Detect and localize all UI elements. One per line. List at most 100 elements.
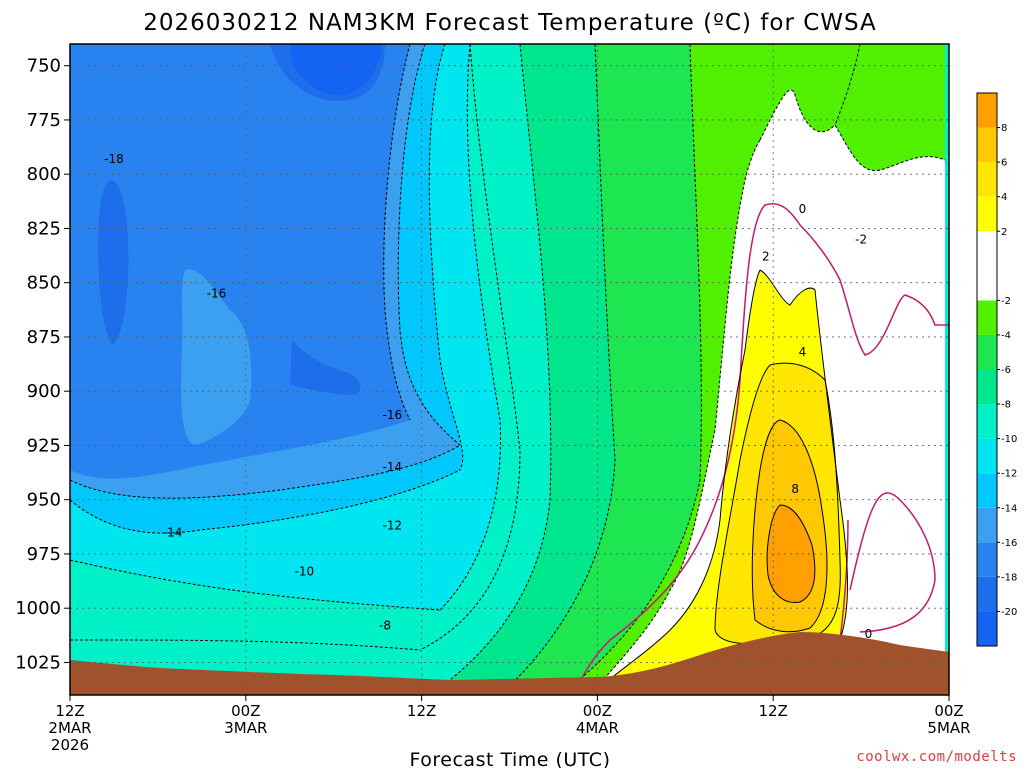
contour-2 <box>589 269 761 695</box>
colorbar-band-3 <box>977 507 997 543</box>
field-band-minus-16-island <box>181 269 252 445</box>
plot-frame <box>69 43 950 696</box>
y-tick-label-8: 950 <box>27 490 61 511</box>
colorbar-band-14 <box>977 93 997 128</box>
y-axis-ticks: 750 775 800 825 850 875 900 925 950 975 1000 1025 <box>15 56 70 673</box>
y-tick-label-6: 900 <box>27 381 61 402</box>
field-band-minus-4-upper-right <box>835 44 945 171</box>
field-band-minus-22-core <box>290 44 382 96</box>
field-band-minus-20-west-blob <box>98 180 129 345</box>
contour-label-12: 8 <box>791 482 799 496</box>
colorbar-band-13 <box>977 127 997 163</box>
y-tick-label-9: 975 <box>27 544 61 565</box>
contour-label-2: -16 <box>382 408 402 422</box>
y-tick-label-0: 750 <box>27 56 61 77</box>
colorbar-label-0: 8 <box>1001 123 1007 134</box>
y-tick-label-11: 1025 <box>15 652 61 673</box>
contour-minus-2-west <box>589 139 761 695</box>
x-tick-label-2-line1: 12Z <box>407 702 436 720</box>
contour-label-4: -14 <box>163 525 183 539</box>
field-band-minus-20-column <box>290 340 361 395</box>
colorbar-band-9 <box>977 300 997 335</box>
colorbar: 8 6 4 2 -2 -4 -6 -8 -10 -12 -14 -16 -18 -20 <box>976 92 1017 647</box>
contour-label-9: -2 <box>855 232 867 246</box>
contour-label-3: -14 <box>382 460 402 474</box>
colorbar-band-1 <box>977 576 997 612</box>
colorbar-band-8 <box>977 334 997 370</box>
contour-minus-8 <box>429 44 552 695</box>
contour-labels: -18 -16 -16 -14 -14 -12 -10 -8 0 -2 2 4 8 0 <box>104 152 872 641</box>
x-tick-label-0-line1: 12Z <box>55 702 84 720</box>
contour-minus-6 <box>499 44 616 695</box>
colorbar-band-10 <box>977 231 997 301</box>
contour-minus-12 <box>70 559 441 611</box>
colorbar-band-6 <box>977 404 997 439</box>
contour-minus-2 <box>834 44 946 172</box>
contour-label-0: -18 <box>104 152 124 166</box>
y-tick-label-10: 1000 <box>15 598 61 619</box>
colorbar-band-12 <box>977 162 997 197</box>
y-tick-label-1: 775 <box>27 110 61 131</box>
x-tick-label-5-line1: 00Z <box>934 702 963 720</box>
colorbar-label-4: -2 <box>1001 296 1011 307</box>
credit-text: coolwx.com/modelts <box>856 749 1017 765</box>
y-tick-label-5: 875 <box>27 327 61 348</box>
contour-minus-16 <box>70 444 461 499</box>
chart-title: 2026030212 NAM3KM Forecast Temperature (… <box>143 10 877 36</box>
colorbar-label-7: -8 <box>1001 400 1011 411</box>
temperature-fields <box>70 44 949 695</box>
contour-0 <box>574 203 949 695</box>
contour-minus-2-crest <box>759 89 836 141</box>
contour-label-10: 2 <box>762 250 770 264</box>
y-tick-label-3: 825 <box>27 218 61 239</box>
colorbar-label-2: 4 <box>1001 192 1007 203</box>
colorbar-band-11 <box>977 196 997 232</box>
x-tick-label-1-line2: 3MAR <box>224 719 267 737</box>
colorbar-band-2 <box>977 542 997 577</box>
contour-minus-4 <box>559 44 702 695</box>
colorbar-label-8: -10 <box>1001 434 1017 445</box>
contour-label-8: 0 <box>799 202 807 216</box>
contour-label-13: 0 <box>865 627 873 641</box>
contour-6 <box>751 419 828 633</box>
y-tick-label-2: 800 <box>27 164 61 185</box>
colorbar-label-3: 2 <box>1001 227 1007 238</box>
terrain <box>70 632 949 695</box>
x-tick-label-1-line1: 00Z <box>231 702 260 720</box>
y-tick-label-7: 925 <box>27 435 61 456</box>
colorbar-label-1: 6 <box>1001 158 1007 169</box>
x-tick-label-3-line1: 00Z <box>583 702 612 720</box>
colorbar-label-12: -18 <box>1001 572 1017 583</box>
colorbar-band-4 <box>977 473 997 508</box>
contour-minus-10-vertical <box>419 44 521 651</box>
contour-label-1: -16 <box>207 287 227 301</box>
colorbar-label-11: -16 <box>1001 538 1017 549</box>
contour-minus-18-vertical <box>383 44 411 421</box>
colorbar-band-7 <box>977 369 997 405</box>
contour-2-east <box>759 269 848 641</box>
colorbar-label-10: -14 <box>1001 503 1017 514</box>
contour-label-7: -8 <box>379 619 391 633</box>
contour-label-11: 4 <box>799 345 807 359</box>
colorbar-label-9: -12 <box>1001 469 1017 480</box>
colorbar-band-0 <box>977 611 997 646</box>
contour-minus-14 <box>70 469 461 534</box>
contour-minus-12-vertical <box>439 44 501 611</box>
x-tick-label-4-line1: 12Z <box>759 702 788 720</box>
contour-8 <box>766 504 816 604</box>
colorbar-label-6: -6 <box>1001 365 1011 376</box>
contour-label-6: -10 <box>295 564 315 578</box>
x-axis-label: Forecast Time (UTC) <box>410 749 611 768</box>
x-tick-label-5-line2: 5MAR <box>927 719 970 737</box>
contour-label-5: -12 <box>382 519 402 533</box>
colorbar-band-5 <box>977 438 997 474</box>
colorbar-label-5: -4 <box>1001 330 1011 341</box>
grid-lines <box>70 44 949 695</box>
x-tick-label-0-line3: 2026 <box>51 736 89 754</box>
x-tick-label-3-line2: 4MAR <box>576 719 619 737</box>
contour-minus-16-vertical <box>397 44 461 446</box>
colorbar-label-13: -20 <box>1001 607 1017 618</box>
x-tick-label-0-line2: 2MAR <box>48 719 91 737</box>
